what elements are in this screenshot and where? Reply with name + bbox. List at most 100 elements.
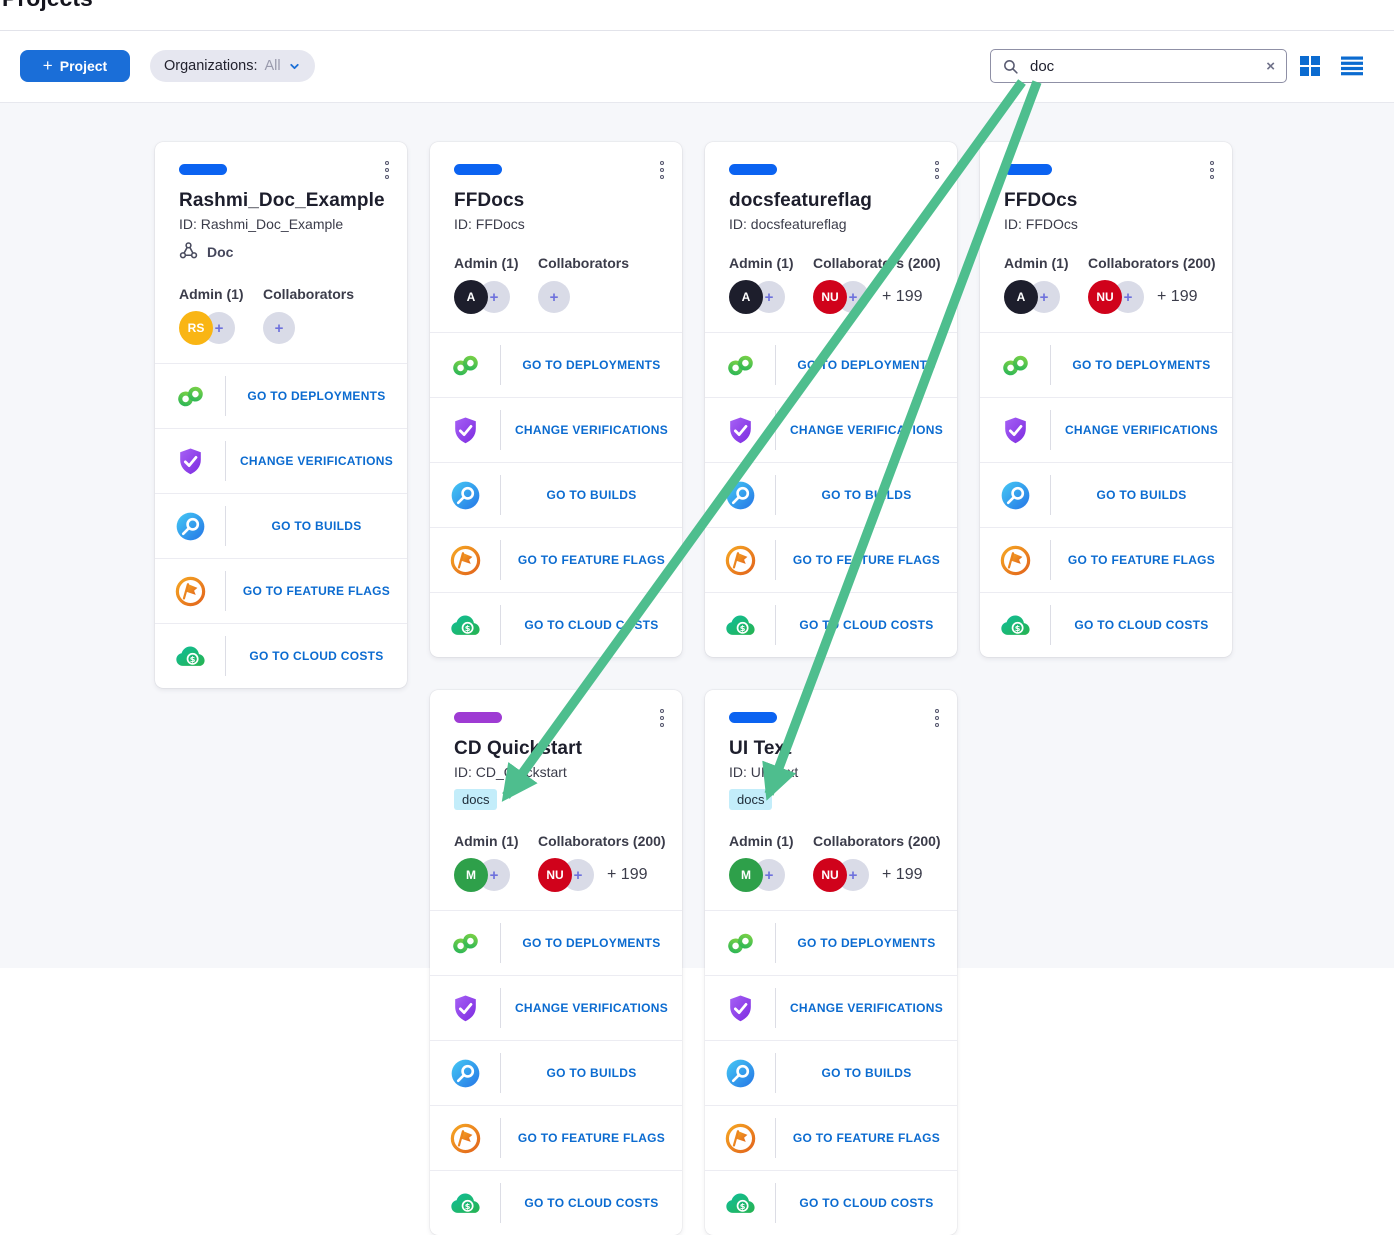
project-title: docsfeatureflag — [729, 190, 872, 211]
card-action-link[interactable]: GO TO BUILDS — [821, 488, 912, 502]
change-verifications-icon — [705, 992, 775, 1025]
card-action-row[interactable]: GO TO BUILDS — [155, 493, 407, 558]
card-action-row[interactable]: GO TO DEPLOYMENTS — [155, 363, 407, 428]
more-options-icon[interactable] — [381, 157, 393, 183]
card-action-row[interactable]: GO TO BUILDS — [705, 462, 957, 527]
action-divider — [225, 376, 226, 416]
collaborator-avatars[interactable]: NU + + 199 — [813, 858, 941, 892]
card-action-link[interactable]: GO TO CLOUD COSTS — [1074, 618, 1209, 632]
admin-avatars[interactable]: RS + — [179, 311, 263, 345]
card-action-link[interactable]: GO TO BUILDS — [271, 519, 362, 533]
card-action-row[interactable]: GO TO DEPLOYMENTS — [430, 910, 682, 975]
card-action-row[interactable]: $ GO TO CLOUD COSTS — [430, 1170, 682, 1235]
more-options-icon[interactable] — [1206, 157, 1218, 183]
more-options-icon[interactable] — [656, 705, 668, 731]
card-action-row[interactable]: CHANGE VERIFICATIONS — [155, 428, 407, 493]
card-action-link[interactable]: CHANGE VERIFICATIONS — [789, 423, 944, 437]
card-action-row[interactable]: CHANGE VERIFICATIONS — [705, 397, 957, 462]
card-action-link[interactable]: GO TO FEATURE FLAGS — [792, 1131, 941, 1145]
card-action-row[interactable]: GO TO FEATURE FLAGS — [980, 527, 1232, 592]
admin-avatars[interactable]: M + — [454, 858, 538, 892]
card-action-link[interactable]: CHANGE VERIFICATIONS — [789, 1001, 944, 1015]
more-options-icon[interactable] — [656, 157, 668, 183]
card-action-link[interactable]: GO TO FEATURE FLAGS — [517, 553, 666, 567]
card-action-row[interactable]: GO TO BUILDS — [705, 1040, 957, 1105]
project-card[interactable]: UI Text ID: UI_Text docs Admin (1) M + Collabo… — [705, 690, 957, 1235]
card-action-link[interactable]: CHANGE VERIFICATIONS — [1064, 423, 1219, 437]
collaborators-label: Collaborators (200) — [538, 833, 666, 849]
card-action-link[interactable]: CHANGE VERIFICATIONS — [239, 454, 394, 468]
card-action-row[interactable]: GO TO FEATURE FLAGS — [430, 1105, 682, 1170]
card-action-link[interactable]: GO TO BUILDS — [546, 1066, 637, 1080]
card-action-row[interactable]: $ GO TO CLOUD COSTS — [980, 592, 1232, 657]
project-card[interactable]: Rashmi_Doc_Example ID: Rashmi_Doc_Example… — [155, 142, 407, 688]
add-member-button[interactable]: + — [538, 281, 570, 313]
card-action-row[interactable]: GO TO BUILDS — [430, 1040, 682, 1105]
card-action-row[interactable]: GO TO DEPLOYMENTS — [705, 332, 957, 397]
card-action-link[interactable]: GO TO BUILDS — [1096, 488, 1187, 502]
clear-search-icon[interactable]: × — [1266, 57, 1275, 75]
card-action-link[interactable]: GO TO DEPLOYMENTS — [797, 358, 936, 372]
card-action-link[interactable]: GO TO DEPLOYMENTS — [522, 936, 661, 950]
card-action-row[interactable]: CHANGE VERIFICATIONS — [430, 397, 682, 462]
members-section: Admin (1) RS + Collaborators + — [179, 286, 383, 345]
new-project-button[interactable]: + Project — [20, 50, 130, 82]
card-action-row[interactable]: GO TO DEPLOYMENTS — [705, 910, 957, 975]
organizations-filter[interactable]: Organizations: All — [150, 50, 315, 82]
collaborator-avatars[interactable]: NU + + 199 — [538, 858, 666, 892]
collaborator-avatars[interactable]: + — [263, 311, 354, 345]
admin-avatars[interactable]: M + — [729, 858, 813, 892]
card-action-link[interactable]: GO TO DEPLOYMENTS — [797, 936, 936, 950]
card-action-link[interactable]: CHANGE VERIFICATIONS — [514, 1001, 669, 1015]
card-action-link[interactable]: GO TO DEPLOYMENTS — [247, 389, 386, 403]
search-box[interactable]: × — [990, 49, 1287, 83]
card-action-link[interactable]: GO TO CLOUD COSTS — [524, 1196, 659, 1210]
search-input[interactable] — [1028, 56, 1258, 76]
project-card[interactable]: docsfeatureflag ID: docsfeatureflag Admin … — [705, 142, 957, 657]
project-card[interactable]: FFDOcs ID: FFDOcs Admin (1) A + Collaborators… — [980, 142, 1232, 657]
card-action-row[interactable]: CHANGE VERIFICATIONS — [430, 975, 682, 1040]
card-action-row[interactable]: GO TO FEATURE FLAGS — [705, 527, 957, 592]
more-options-icon[interactable] — [931, 157, 943, 183]
card-action-row[interactable]: $ GO TO CLOUD COSTS — [705, 592, 957, 657]
card-action-link[interactable]: GO TO CLOUD COSTS — [249, 649, 384, 663]
collaborator-avatars[interactable]: NU + + 199 — [1088, 280, 1216, 314]
more-options-icon[interactable] — [931, 705, 943, 731]
card-action-row[interactable]: $ GO TO CLOUD COSTS — [430, 592, 682, 657]
card-action-link[interactable]: GO TO FEATURE FLAGS — [517, 1131, 666, 1145]
card-action-link[interactable]: GO TO FEATURE FLAGS — [242, 584, 391, 598]
card-action-link[interactable]: GO TO BUILDS — [821, 1066, 912, 1080]
list-view-icon[interactable] — [1341, 56, 1363, 76]
card-action-row[interactable]: CHANGE VERIFICATIONS — [980, 397, 1232, 462]
card-action-row[interactable]: GO TO BUILDS — [980, 462, 1232, 527]
admin-avatars[interactable]: A + — [1004, 280, 1088, 314]
card-action-row[interactable]: GO TO DEPLOYMENTS — [980, 332, 1232, 397]
card-action-row[interactable]: GO TO FEATURE FLAGS — [155, 558, 407, 623]
card-action-row[interactable]: CHANGE VERIFICATIONS — [705, 975, 957, 1040]
add-member-button[interactable]: + — [263, 312, 295, 344]
card-action-link[interactable]: GO TO DEPLOYMENTS — [1072, 358, 1211, 372]
card-action-row[interactable]: $ GO TO CLOUD COSTS — [155, 623, 407, 688]
collaborator-avatars[interactable]: + — [538, 280, 629, 314]
card-action-row[interactable]: $ GO TO CLOUD COSTS — [705, 1170, 957, 1235]
card-action-link[interactable]: GO TO DEPLOYMENTS — [522, 358, 661, 372]
card-action-row[interactable]: GO TO FEATURE FLAGS — [705, 1105, 957, 1170]
card-action-link[interactable]: CHANGE VERIFICATIONS — [514, 423, 669, 437]
svg-text:$: $ — [739, 1201, 745, 1211]
card-action-row[interactable]: GO TO DEPLOYMENTS — [430, 332, 682, 397]
card-action-link[interactable]: GO TO FEATURE FLAGS — [1067, 553, 1216, 567]
card-action-row[interactable]: GO TO BUILDS — [430, 462, 682, 527]
grid-view-icon[interactable] — [1299, 55, 1321, 77]
card-action-link[interactable]: GO TO CLOUD COSTS — [799, 618, 934, 632]
card-action-row[interactable]: GO TO FEATURE FLAGS — [430, 527, 682, 592]
collaborator-avatars[interactable]: NU + + 199 — [813, 280, 941, 314]
card-action-link[interactable]: GO TO BUILDS — [546, 488, 637, 502]
project-card[interactable]: CD Quickstart ID: CD_Quickstart docs Admin … — [430, 690, 682, 1235]
action-divider — [500, 475, 501, 515]
project-card[interactable]: FFDocs ID: FFDocs Admin (1) A + Collaborators… — [430, 142, 682, 657]
card-action-link[interactable]: GO TO CLOUD COSTS — [799, 1196, 934, 1210]
card-action-link[interactable]: GO TO FEATURE FLAGS — [792, 553, 941, 567]
card-action-link[interactable]: GO TO CLOUD COSTS — [524, 618, 659, 632]
admin-avatars[interactable]: A + — [729, 280, 813, 314]
admin-avatars[interactable]: A + — [454, 280, 538, 314]
